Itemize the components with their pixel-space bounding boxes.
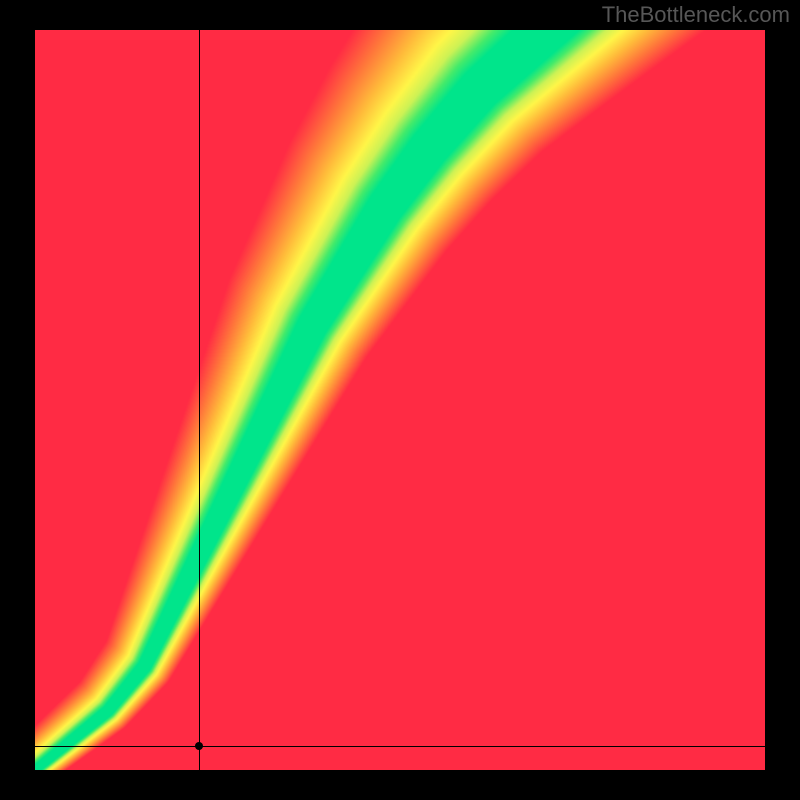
crosshair-horizontal xyxy=(35,746,765,747)
heatmap-canvas xyxy=(35,30,765,770)
watermark-text: TheBottleneck.com xyxy=(602,2,790,28)
crosshair-point xyxy=(195,742,203,750)
crosshair-vertical xyxy=(199,30,200,770)
heatmap-plot xyxy=(35,30,765,770)
